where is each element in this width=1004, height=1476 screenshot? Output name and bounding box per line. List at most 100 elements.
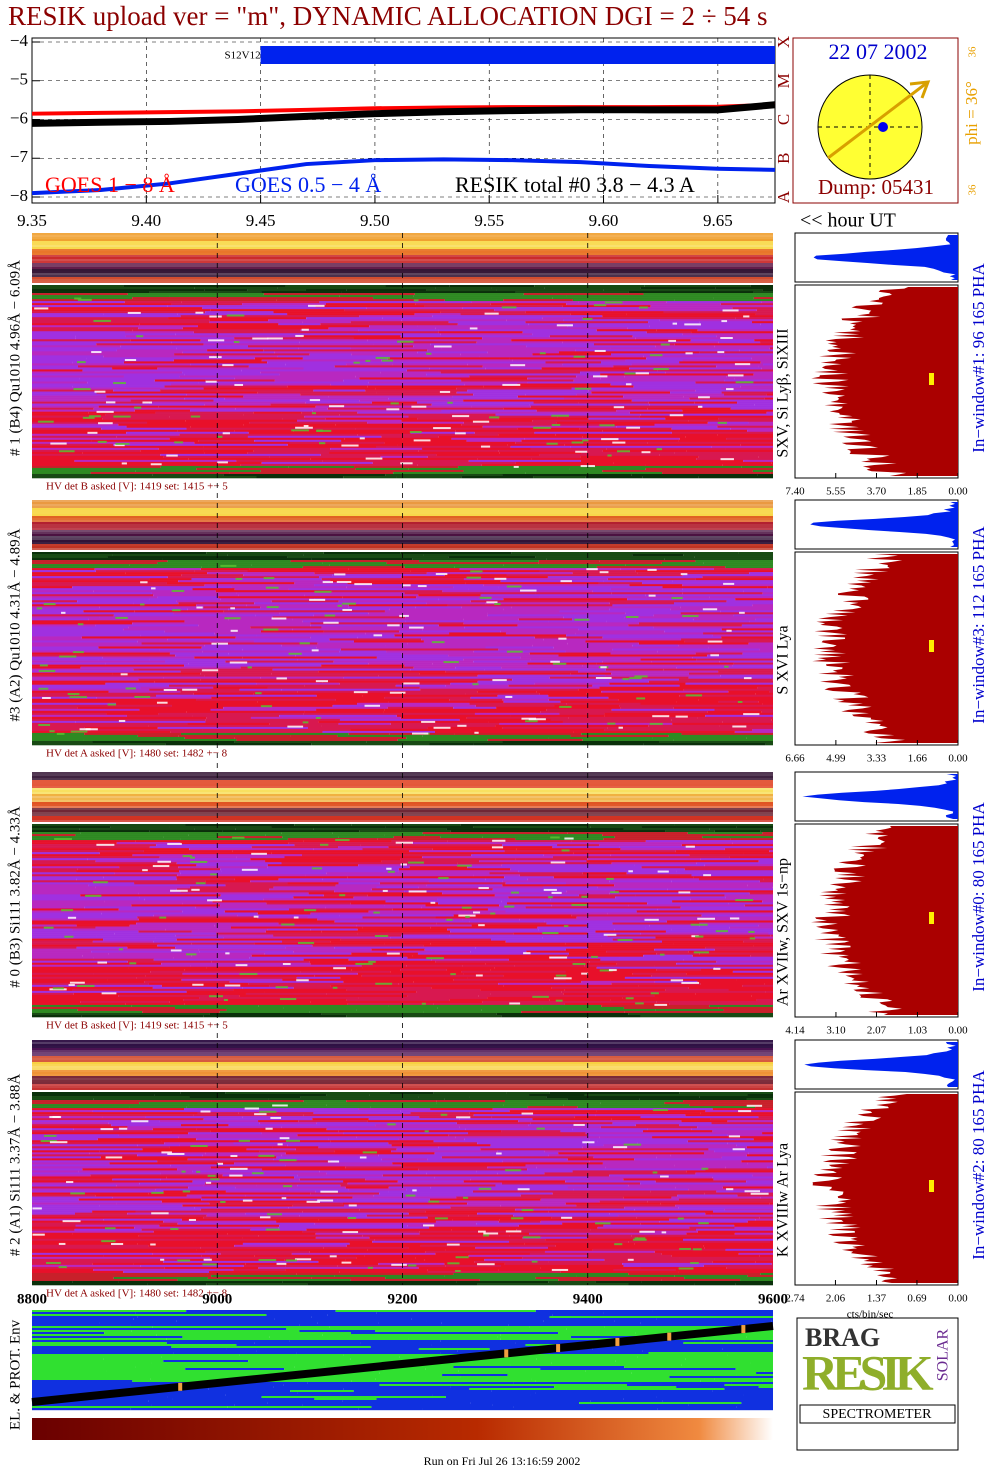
spectrogram-speckle bbox=[483, 1234, 490, 1237]
spectrogram-cell bbox=[699, 351, 773, 354]
spectrogram-cell bbox=[668, 734, 773, 738]
spectrogram-speckle bbox=[390, 402, 399, 405]
spectrogram-cell bbox=[32, 582, 167, 585]
spectrogram-cell bbox=[361, 964, 407, 968]
spectrogram-speckle bbox=[348, 1217, 357, 1220]
env-cell bbox=[32, 1316, 138, 1319]
spectrogram-cell bbox=[728, 690, 770, 694]
spectrogram-cell bbox=[649, 325, 773, 328]
spectrogram-cell bbox=[618, 698, 699, 702]
spectrogram-cell bbox=[202, 307, 367, 310]
spectrogram-cell bbox=[207, 349, 264, 352]
spectrogram-speckle bbox=[59, 655, 77, 658]
spectrogram-cell bbox=[699, 922, 773, 925]
spectrogram-cell bbox=[247, 435, 382, 439]
spectrogram-cell bbox=[393, 836, 441, 839]
spectrogram-cell bbox=[427, 1270, 561, 1274]
spectrogram-cell bbox=[32, 375, 124, 378]
spectrogram-cell bbox=[440, 371, 581, 374]
spectrogram-cell bbox=[690, 339, 755, 342]
spectrogram-cell bbox=[32, 1178, 113, 1181]
spectrogram-cell bbox=[759, 880, 773, 883]
spectrogram-cell bbox=[78, 1170, 193, 1173]
spectrogram-cell bbox=[566, 295, 727, 298]
spectrogram-cell bbox=[398, 868, 511, 871]
spectrogram-cell bbox=[482, 365, 614, 368]
spectrogram-cell bbox=[640, 1230, 698, 1234]
spectrogram-cell bbox=[592, 590, 744, 593]
spectrogram-cell bbox=[704, 1152, 749, 1155]
spectrogram-cell bbox=[229, 980, 344, 984]
spectrogram-cell bbox=[184, 968, 352, 972]
env-cell bbox=[723, 1332, 773, 1335]
pha-marker bbox=[929, 640, 934, 652]
spectrogram-cell bbox=[234, 429, 294, 433]
spectrogram-cell bbox=[500, 1204, 577, 1207]
spectrogram-cell bbox=[32, 858, 88, 861]
spectrogram-speckle bbox=[58, 1266, 67, 1269]
spectrogram-cell bbox=[32, 726, 85, 730]
spectrogram-cell bbox=[32, 1204, 100, 1207]
spectrogram-cell bbox=[640, 658, 697, 661]
detector-label: # 0 (B3) Si111 3.82Å − 4.33Å bbox=[7, 806, 23, 988]
spectrogram-cell bbox=[32, 395, 107, 398]
spectrogram-cell bbox=[32, 1226, 135, 1230]
spectrogram-cell bbox=[176, 347, 299, 350]
spectrogram-speckle bbox=[232, 836, 245, 839]
spectrogram-cell bbox=[396, 475, 462, 479]
spectrogram-cell bbox=[32, 920, 173, 923]
spectrogram-speckle bbox=[739, 611, 745, 614]
spectrogram-cell bbox=[32, 371, 183, 374]
spectrogram-cell bbox=[477, 457, 532, 461]
spectrogram-cell bbox=[212, 900, 386, 903]
spectrogram-cell bbox=[683, 712, 773, 716]
spectrogram-speckle bbox=[652, 1109, 669, 1112]
spectrogram-cell bbox=[32, 361, 73, 364]
spectrogram-speckle bbox=[550, 861, 566, 864]
spectrogram-speckle bbox=[324, 614, 336, 617]
spectrogram-cell bbox=[665, 988, 729, 992]
spectrogram-cell bbox=[32, 445, 204, 449]
spectrogram-cell bbox=[180, 838, 288, 841]
env-cell bbox=[416, 1380, 536, 1383]
spectrogram-cell bbox=[576, 1204, 676, 1207]
spectrogram-cell bbox=[322, 459, 469, 463]
spectrogram-cell bbox=[712, 1108, 773, 1111]
spectrogram-cell bbox=[614, 928, 672, 931]
spectrogram-cell bbox=[536, 409, 617, 412]
env-cell bbox=[269, 1336, 498, 1339]
spectrogram-cell bbox=[32, 385, 73, 388]
env-cell bbox=[724, 1384, 773, 1387]
spectrogram-cell bbox=[536, 1166, 606, 1169]
spectrogram-cell bbox=[705, 1212, 773, 1215]
spectrogram-cell bbox=[588, 417, 666, 420]
spectrogram-cell bbox=[32, 940, 93, 943]
spectrogram-cell bbox=[113, 614, 256, 617]
spectrogram-cell bbox=[520, 656, 693, 659]
spectrogram-cell bbox=[675, 1204, 773, 1207]
spectrogram-cell bbox=[586, 860, 759, 863]
flare-class: M bbox=[774, 73, 793, 88]
y-tick-label: −7 bbox=[10, 147, 29, 166]
spectrogram-speckle bbox=[469, 327, 478, 330]
spectrogram-cell bbox=[32, 698, 197, 702]
spectrogram-cell bbox=[747, 884, 773, 887]
spectrogram-cell bbox=[32, 952, 109, 955]
spectrogram-cell bbox=[88, 618, 229, 621]
spectrogram-speckle bbox=[151, 1191, 164, 1194]
spectrogram-speckle bbox=[160, 1258, 165, 1261]
spectrogram-cell bbox=[409, 850, 505, 853]
spectrogram-cell bbox=[288, 588, 469, 591]
spectrogram-cell bbox=[548, 1260, 713, 1264]
spectrogram-cell bbox=[32, 379, 155, 382]
env-cell bbox=[676, 1386, 759, 1389]
spectrogram-cell bbox=[638, 622, 773, 625]
spectrogram-cell bbox=[383, 710, 541, 714]
spectrogram-cell bbox=[531, 457, 697, 461]
spectrogram-speckle bbox=[115, 616, 128, 619]
spectrogram-cell bbox=[501, 666, 677, 669]
spectrogram-cell bbox=[407, 1224, 519, 1227]
spectrogram-cell bbox=[629, 584, 683, 587]
spectrogram-cell bbox=[32, 552, 207, 555]
spectrogram-cell bbox=[338, 600, 471, 603]
